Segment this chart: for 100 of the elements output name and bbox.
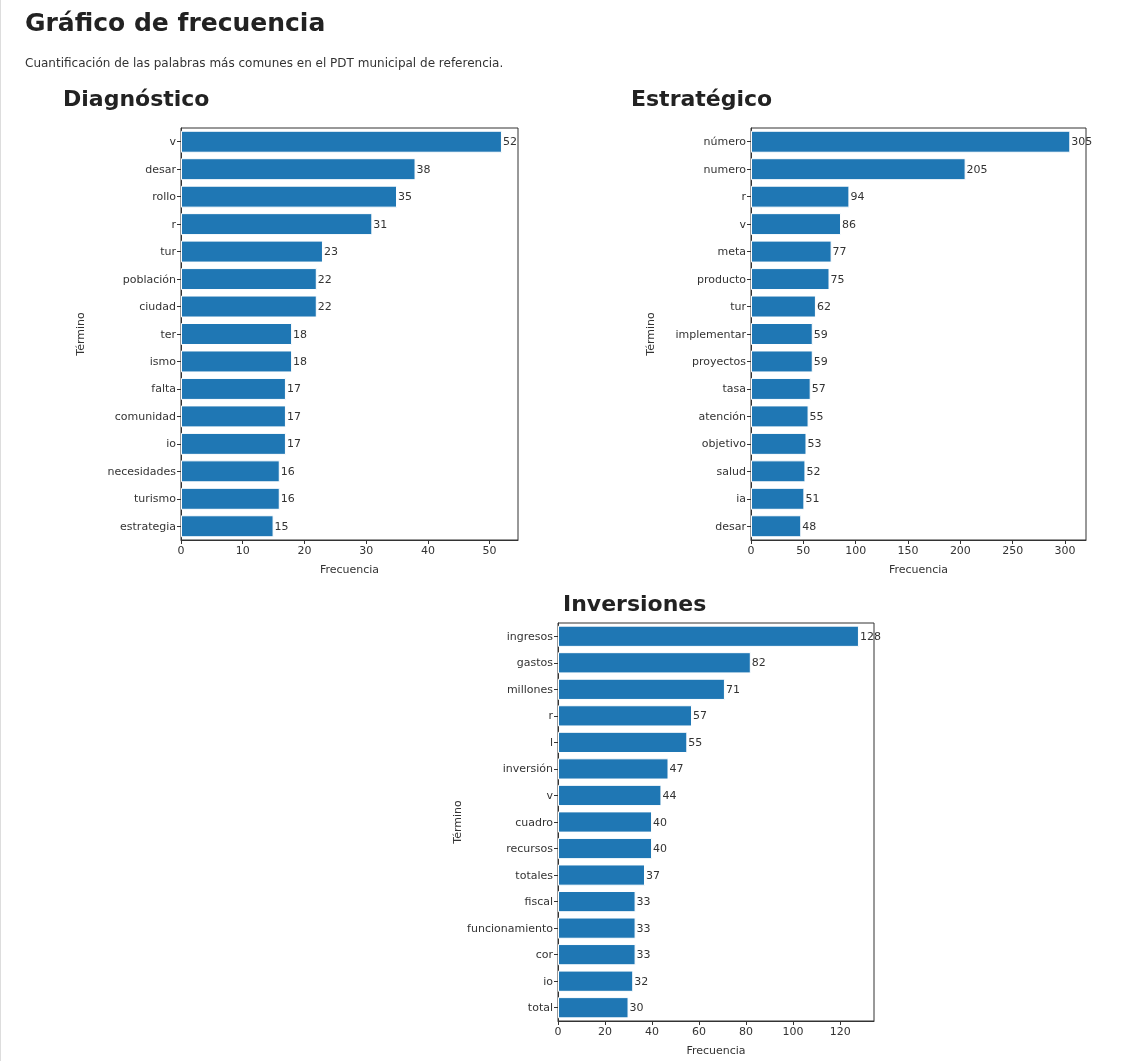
data-label: 16 bbox=[280, 464, 295, 478]
x-tick-label: 80 bbox=[739, 1025, 754, 1038]
x-tick-label: 100 bbox=[845, 544, 867, 557]
data-label: 17 bbox=[286, 409, 301, 423]
data-label: 38 bbox=[416, 162, 431, 176]
data-label: 52 bbox=[502, 135, 517, 149]
y-tick-label: estrategia bbox=[120, 519, 176, 533]
data-label: 94 bbox=[850, 190, 865, 204]
y-tick-label: tur bbox=[160, 245, 177, 259]
data-label: 18 bbox=[293, 327, 308, 341]
y-tick-label: salud bbox=[716, 464, 746, 478]
x-tick-label: 20 bbox=[297, 544, 312, 557]
y-tick-label: v bbox=[739, 217, 747, 231]
data-label: 53 bbox=[807, 437, 822, 451]
data-label: 48 bbox=[802, 519, 817, 533]
y-tick-label: proyectos bbox=[691, 354, 747, 368]
y-tick-label: recursos bbox=[506, 842, 554, 856]
x-tick-label: 150 bbox=[897, 544, 919, 557]
x-tick-label: 50 bbox=[796, 544, 811, 557]
data-label: 62 bbox=[816, 300, 831, 314]
data-label: 33 bbox=[636, 921, 651, 935]
y-tick-label: r bbox=[548, 709, 554, 723]
data-label: 51 bbox=[805, 492, 820, 506]
y-tick-label: v bbox=[546, 788, 554, 802]
data-label: 33 bbox=[636, 895, 651, 909]
data-label: 23 bbox=[323, 245, 338, 259]
x-tick-label: 250 bbox=[1002, 544, 1024, 557]
x-tick-label: 120 bbox=[829, 1025, 851, 1038]
data-label: 59 bbox=[813, 327, 828, 341]
y-tick-label: objetivo bbox=[701, 437, 747, 451]
data-label: 18 bbox=[293, 354, 308, 368]
data-label: 37 bbox=[645, 868, 660, 882]
x-axis-title: Frecuencia bbox=[888, 563, 949, 576]
y-tick-label: inversión bbox=[502, 762, 554, 776]
y-tick-label: ingresos bbox=[506, 629, 554, 643]
data-label: 305 bbox=[1071, 135, 1093, 149]
data-label: 77 bbox=[832, 245, 847, 259]
data-label: 16 bbox=[280, 492, 295, 506]
y-tick-label: r bbox=[171, 217, 177, 231]
text: Cuantificación de las palabras más comunes en el PDT municipal de referencia. bbox=[25, 56, 504, 70]
y-tick-label: falta bbox=[151, 382, 176, 396]
y-tick-label: tur bbox=[730, 300, 747, 314]
data-label: 55 bbox=[688, 735, 703, 749]
data-label: 33 bbox=[636, 948, 651, 962]
x-tick-label: 40 bbox=[645, 1025, 660, 1038]
data-label: 32 bbox=[634, 974, 649, 988]
y-tick-label: implementar bbox=[675, 327, 747, 341]
x-tick-label: 0 bbox=[747, 544, 755, 557]
x-tick-label: 100 bbox=[782, 1025, 804, 1038]
x-tick-label: 0 bbox=[554, 1025, 562, 1038]
chart-title: Inversiones bbox=[563, 590, 707, 616]
chart-title: Estratégico bbox=[631, 85, 773, 111]
y-tick-label: io bbox=[543, 974, 554, 988]
y-tick-label: turismo bbox=[133, 492, 177, 506]
y-tick-label: v bbox=[169, 135, 177, 149]
data-label: 22 bbox=[317, 300, 332, 314]
data-label: 57 bbox=[811, 382, 826, 396]
data-label: 52 bbox=[806, 464, 821, 478]
y-tick-label: comunidad bbox=[114, 409, 176, 423]
data-label: 17 bbox=[286, 437, 301, 451]
y-axis-title: Término bbox=[451, 800, 464, 845]
x-tick-label: 20 bbox=[598, 1025, 613, 1038]
data-label: 57 bbox=[693, 709, 708, 723]
y-tick-label: población bbox=[122, 272, 177, 286]
data-label: 47 bbox=[669, 762, 684, 776]
y-tick-label: io bbox=[166, 437, 177, 451]
y-tick-label: necesidades bbox=[107, 464, 177, 478]
y-tick-label: número bbox=[703, 135, 747, 149]
data-label: 128 bbox=[859, 629, 881, 643]
y-tick-label: r bbox=[741, 190, 747, 204]
data-label: 30 bbox=[629, 1001, 644, 1015]
data-label: 75 bbox=[830, 272, 845, 286]
data-label: 82 bbox=[751, 656, 766, 670]
y-tick-label: desar bbox=[145, 162, 177, 176]
data-label: 17 bbox=[286, 382, 301, 396]
y-tick-label: tasa bbox=[722, 382, 746, 396]
data-label: 86 bbox=[842, 217, 857, 231]
y-axis-title: Término bbox=[644, 312, 657, 357]
data-label: 35 bbox=[398, 190, 413, 204]
x-tick-label: 50 bbox=[482, 544, 497, 557]
x-tick-label: 40 bbox=[420, 544, 435, 557]
data-label: 59 bbox=[813, 354, 828, 368]
data-label: 71 bbox=[725, 682, 740, 696]
y-tick-label: total bbox=[527, 1001, 553, 1015]
y-tick-label: gastos bbox=[516, 656, 554, 670]
data-label: 44 bbox=[662, 788, 677, 802]
x-tick-label: 300 bbox=[1054, 544, 1076, 557]
data-label: 15 bbox=[274, 519, 289, 533]
y-tick-label: ia bbox=[736, 492, 746, 506]
text: Gráfico de frecuencia bbox=[25, 8, 326, 37]
y-tick-label: atención bbox=[698, 409, 747, 423]
y-tick-label: numero bbox=[703, 162, 747, 176]
y-tick-label: fiscal bbox=[524, 895, 553, 909]
y-tick-label: totales bbox=[515, 868, 554, 882]
y-tick-label: millones bbox=[506, 682, 554, 696]
data-label: 31 bbox=[373, 217, 388, 231]
y-tick-label: meta bbox=[717, 245, 746, 259]
chart-title: Diagnóstico bbox=[63, 85, 210, 111]
x-tick-label: 0 bbox=[177, 544, 185, 557]
y-tick-label: ciudad bbox=[139, 300, 176, 314]
